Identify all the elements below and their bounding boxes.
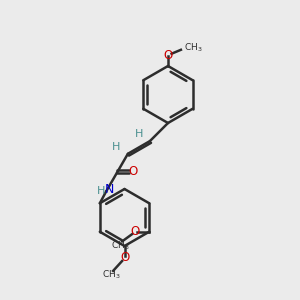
Text: O: O: [130, 225, 140, 238]
Text: H: H: [112, 142, 121, 152]
Text: O: O: [164, 49, 172, 62]
Text: H: H: [134, 129, 143, 140]
Text: O: O: [120, 251, 129, 264]
Text: N: N: [105, 183, 114, 196]
Text: CH$_3$: CH$_3$: [102, 268, 120, 281]
Text: CH$_3$: CH$_3$: [184, 42, 203, 54]
Text: CH$_3$: CH$_3$: [111, 239, 130, 251]
Text: H: H: [97, 186, 105, 196]
Text: O: O: [128, 165, 137, 178]
